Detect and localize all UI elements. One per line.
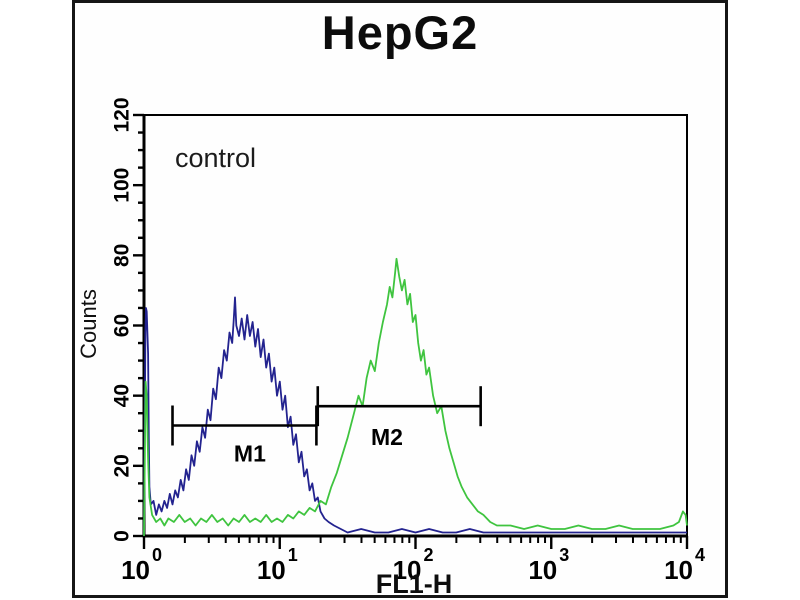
histogram-test-curve	[143, 257, 688, 537]
x-axis-tick-label: 10	[121, 555, 150, 585]
x-axis-tick-exponent: 4	[695, 545, 705, 565]
y-axis-tick-label: 60	[111, 314, 134, 337]
x-axis-tick-label: 10	[664, 555, 693, 585]
control-annotation: control	[175, 143, 257, 173]
gate-label-m1: M1	[234, 440, 266, 466]
x-axis-label: FL1-H	[375, 569, 453, 599]
y-axis-tick-label: 40	[111, 384, 134, 407]
x-axis-tick-exponent: 0	[152, 545, 162, 565]
flow-histogram-panel: HepG2 control Counts 0 20 40 60 80 100 120 10 0 1…	[72, 0, 728, 599]
y-axis-tick-label: 80	[111, 244, 134, 267]
x-axis-tick-exponent: 1	[288, 545, 298, 565]
chart-title: HepG2	[321, 6, 479, 59]
x-axis-tick-label: 10	[528, 555, 557, 585]
y-axis-tick-label: 100	[111, 168, 134, 203]
gate-label-m2: M2	[371, 424, 403, 450]
x-axis-tick-label: 10	[257, 555, 286, 585]
y-axis-tick-label: 0	[111, 530, 134, 542]
y-axis-tick-label: 120	[111, 97, 134, 132]
axis-spines	[142, 115, 687, 538]
plot-frame	[144, 114, 688, 536]
histogram-control-curve	[143, 296, 687, 537]
x-axis-tick-exponent: 3	[559, 545, 569, 565]
y-axis-tick-label: 20	[111, 454, 134, 477]
x-axis-tick-label: 10	[393, 555, 422, 585]
x-axis-tick-exponent: 2	[424, 545, 434, 565]
